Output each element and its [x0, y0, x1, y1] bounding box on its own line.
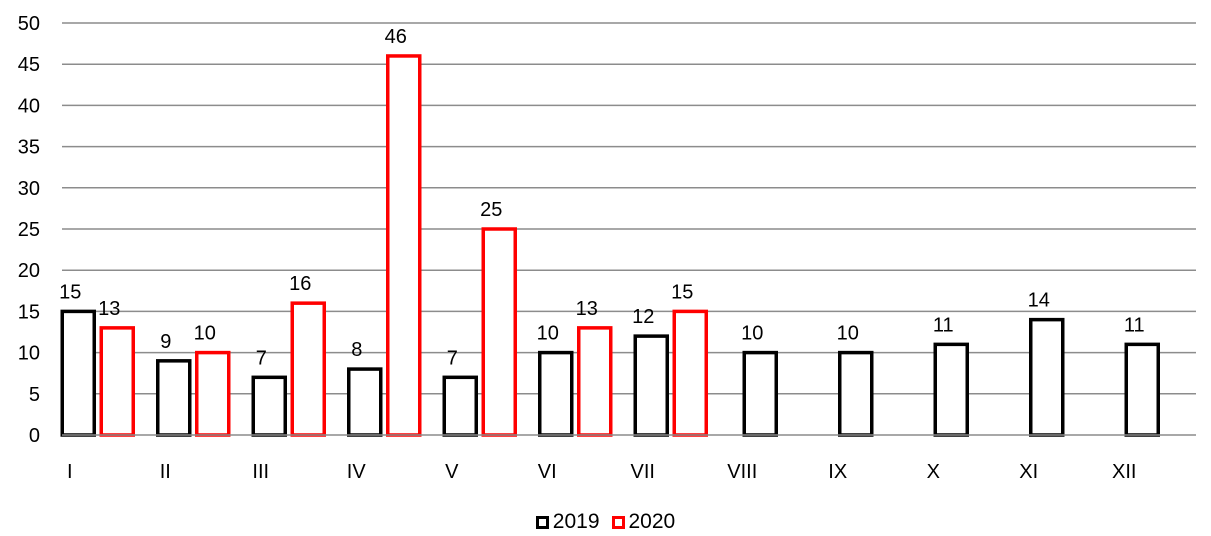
data-label-2020-III: 16	[289, 273, 311, 295]
x-tick-label: II	[160, 461, 171, 483]
bar-2019-IV	[347, 367, 383, 437]
y-tick-label: 45	[18, 54, 40, 76]
x-tick-label: VI	[538, 461, 557, 483]
data-label-2019-VI: 10	[537, 323, 559, 345]
data-label-2019-XI: 14	[1028, 290, 1050, 312]
x-tick-label: V	[445, 461, 459, 483]
y-tick-label: 5	[29, 384, 40, 406]
y-tick-label: 40	[18, 95, 40, 117]
bar-2019-V	[442, 375, 478, 437]
bar-2019-I	[60, 309, 96, 437]
y-tick-label: 30	[18, 178, 40, 200]
data-label-2019-IV: 8	[351, 339, 362, 361]
x-tick-label: IV	[347, 461, 367, 483]
y-tick-label: 10	[18, 343, 40, 365]
bar-2020-II	[195, 350, 231, 437]
bar-2020-VI	[577, 326, 613, 437]
bar-2019-XI	[1029, 317, 1065, 437]
x-tick-label: X	[927, 461, 940, 483]
bar-2019-II	[156, 359, 192, 437]
y-tick-label: 35	[18, 137, 40, 159]
bar-chart: 0 5 10 15 20 25 30 35 40 45 50 15 13 I 9 10 II 7 16 III 8 46 I…	[18, 13, 1196, 483]
bar-2019-VIII	[742, 350, 778, 437]
bar-2020-IV	[386, 54, 422, 437]
y-tick-label: 25	[18, 219, 40, 241]
y-tick-label: 0	[29, 425, 40, 447]
data-label-2019-II: 9	[160, 331, 171, 353]
y-tick-label: 20	[18, 260, 40, 282]
y-tick-label: 50	[18, 13, 40, 35]
x-tick-label: III	[252, 461, 269, 483]
bar-2019-VI	[538, 350, 574, 437]
data-label-2020-VII: 15	[671, 281, 693, 303]
data-label-2019-I: 15	[59, 281, 81, 303]
data-label-2020-II: 10	[194, 323, 216, 345]
legend-label-2019: 2019	[552, 510, 600, 533]
x-tick-label: XII	[1112, 461, 1136, 483]
legend-swatch-2020	[611, 515, 625, 529]
bar-2019-IX	[838, 350, 874, 437]
bar-2019-VII	[633, 334, 669, 437]
bar-2020-V	[481, 227, 517, 437]
legend-item-2020: 2020	[611, 510, 676, 534]
legend-item-2019: 2019	[535, 510, 600, 534]
x-tick-label: VIII	[727, 461, 757, 483]
y-tick-label: 15	[18, 301, 40, 323]
data-label-2020-I: 13	[98, 298, 120, 320]
data-label-2019-V: 7	[447, 347, 458, 369]
legend: 2019 2020	[0, 510, 1211, 534]
bar-2020-VII	[672, 309, 708, 437]
bar-2019-X	[933, 342, 969, 437]
data-label-2019-XII: 11	[1124, 314, 1145, 336]
data-label-2019-III: 7	[256, 347, 267, 369]
data-label-2020-V: 25	[480, 199, 502, 221]
data-label-2019-X: 11	[933, 314, 954, 336]
legend-label-2020: 2020	[628, 510, 676, 533]
bar-2019-III	[251, 375, 287, 437]
data-label-2020-VI: 13	[576, 298, 598, 320]
data-label-2020-IV: 46	[385, 26, 407, 48]
x-tick-label: XI	[1019, 461, 1038, 483]
legend-swatch-2019	[535, 515, 549, 529]
data-label-2019-VII: 12	[632, 306, 654, 328]
bar-2020-III	[290, 301, 326, 437]
data-label-2019-VIII: 10	[741, 323, 763, 345]
x-tick-label: I	[67, 461, 73, 483]
x-tick-label: IX	[828, 461, 847, 483]
x-tick-label: VII	[631, 461, 655, 483]
bar-2020-I	[99, 326, 135, 437]
data-label-2019-IX: 10	[837, 323, 859, 345]
bar-2019-XII	[1124, 342, 1160, 437]
